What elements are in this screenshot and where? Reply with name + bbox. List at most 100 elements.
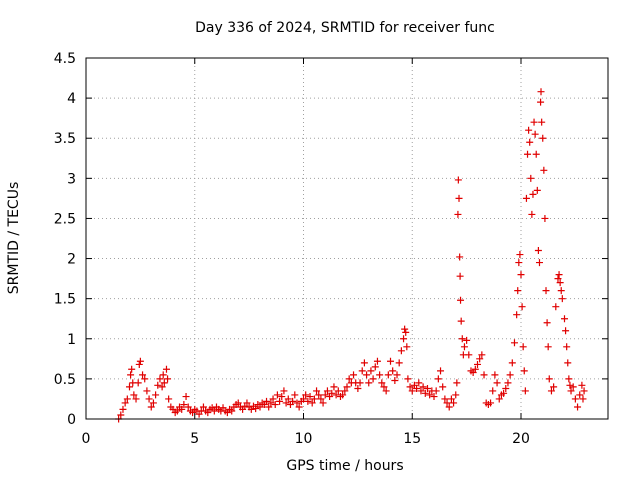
data-point [521, 387, 529, 395]
data-point [199, 403, 207, 411]
data-point [456, 253, 464, 261]
data-point [391, 376, 399, 384]
data-point [474, 360, 481, 368]
y-tick-label: 0 [67, 412, 76, 428]
data-point [421, 389, 429, 397]
data-point [514, 287, 522, 295]
y-axis-label: SRMTID / TECUs [6, 182, 22, 295]
data-point [210, 407, 218, 415]
data-point [489, 387, 497, 395]
data-point [455, 194, 463, 202]
data-point [295, 403, 303, 411]
data-point [135, 360, 143, 368]
data-point [265, 403, 273, 411]
data-point [356, 379, 364, 387]
data-point [579, 395, 587, 403]
data-point [508, 359, 516, 367]
data-point [159, 371, 167, 379]
data-point [452, 391, 460, 399]
data-point [580, 387, 588, 395]
data-point [373, 357, 381, 365]
data-point [504, 379, 512, 387]
data-point [378, 379, 386, 387]
data-point [538, 118, 546, 126]
data-point [121, 399, 129, 407]
data-point [557, 287, 565, 295]
data-point [280, 387, 288, 395]
data-point [476, 355, 484, 363]
data-point [308, 399, 316, 407]
x-tick-label: 10 [295, 431, 313, 447]
data-point [228, 407, 236, 415]
data-point [319, 399, 327, 407]
data-point [547, 387, 555, 395]
y-tick-label: 4 [67, 91, 76, 107]
data-point [541, 214, 549, 222]
data-point [463, 336, 471, 344]
data-point [506, 371, 514, 379]
data-point [493, 379, 501, 387]
data-point [360, 359, 368, 367]
data-point [178, 405, 186, 413]
data-point [540, 166, 548, 174]
data-point [313, 387, 321, 395]
data-point [302, 391, 310, 399]
data-point [165, 395, 173, 403]
data-point [454, 176, 462, 184]
data-point [315, 391, 323, 399]
x-axis-label: GPS time / hours [286, 458, 403, 474]
data-point [542, 287, 550, 295]
data-point [471, 365, 479, 373]
data-point [445, 403, 453, 411]
data-point [432, 387, 440, 395]
data-point [160, 379, 168, 387]
data-point [310, 395, 318, 403]
data-point [184, 403, 192, 411]
data-point [426, 391, 434, 399]
data-point [293, 399, 301, 407]
data-point [537, 98, 545, 106]
data-point [267, 399, 275, 407]
x-axis: 0 5 10 15 20 [82, 58, 530, 447]
data-point [578, 381, 586, 389]
data-point [458, 335, 466, 343]
data-point [554, 275, 562, 283]
data-point [291, 391, 299, 399]
data-point [289, 397, 297, 405]
data-point [143, 387, 151, 395]
data-point [565, 375, 573, 383]
x-tick-label: 15 [403, 431, 421, 447]
data-point [384, 371, 392, 379]
data-point [158, 383, 166, 391]
data-point [132, 395, 140, 403]
data-point [321, 391, 329, 399]
data-point [558, 295, 566, 303]
data-point [478, 351, 486, 359]
data-point [556, 279, 564, 287]
y-axis: 0 0.5 1 1.5 2 2.5 3 3.5 4 4.5 [54, 51, 608, 428]
data-point [441, 395, 449, 403]
data-point [273, 391, 281, 399]
data-point [382, 387, 390, 395]
y-tick-label: 2 [67, 252, 76, 268]
data-point [130, 391, 138, 399]
data-point [128, 365, 136, 373]
data-point [567, 387, 575, 395]
data-point [487, 399, 495, 407]
data-point [387, 357, 394, 365]
data-point [406, 383, 414, 391]
data-point [358, 367, 366, 375]
data-point [413, 385, 421, 393]
data-point [443, 399, 451, 407]
data-point [533, 186, 541, 194]
grid [86, 58, 608, 419]
data-point [404, 375, 412, 383]
data-point [456, 272, 464, 280]
chart-title: Day 336 of 2024, SRMTID for receiver fun… [195, 20, 495, 36]
data-point [526, 138, 534, 146]
data-point [401, 325, 409, 333]
data-point [518, 303, 526, 311]
data-point [371, 363, 379, 371]
data-point [531, 130, 539, 138]
data-point [532, 150, 540, 158]
